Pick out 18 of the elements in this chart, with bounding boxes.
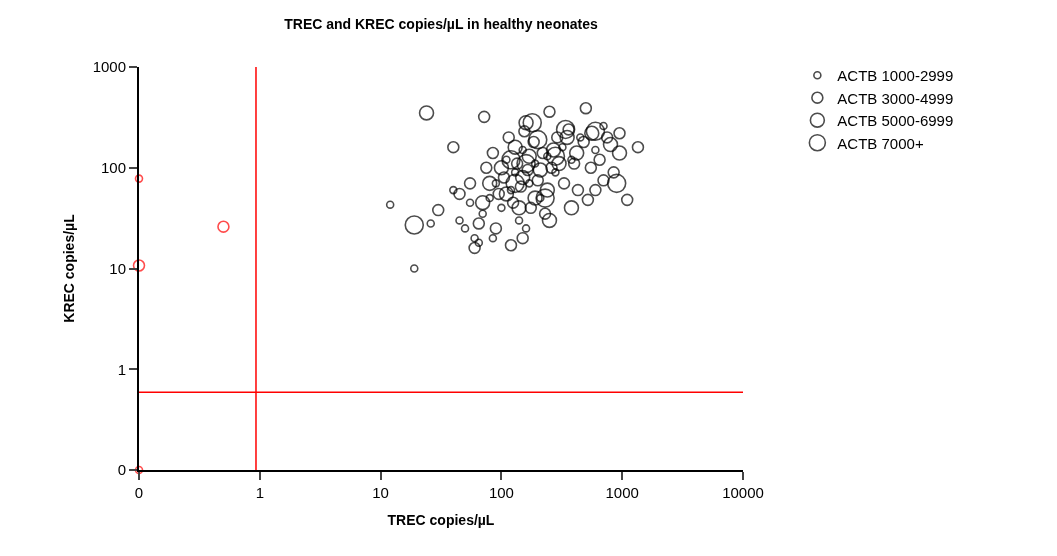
x-tick-label: 1000	[605, 484, 639, 501]
y-tick-label: 100	[100, 159, 126, 176]
chart-title: TREC and KREC copies/µL in healthy neonates	[284, 16, 598, 33]
y-tick-label: 10	[109, 259, 126, 277]
y-axis-title: KREC copies/µL	[60, 213, 77, 323]
legend-label: ACTB 3000-4999	[837, 89, 954, 107]
legend-label: ACTB 1000-2999	[837, 67, 954, 85]
legend-label: ACTB 7000+	[837, 134, 924, 152]
x-tick-label: 1	[255, 484, 264, 501]
y-tick-label: 1000	[92, 58, 126, 76]
x-tick-label: 0	[134, 484, 144, 501]
x-tick-label: 10000	[722, 484, 764, 501]
y-tick-label: 0	[117, 461, 126, 479]
x-tick-label: 10	[372, 484, 389, 501]
legend-label: ACTB 5000-6999	[837, 112, 954, 130]
y-tick-label: 1	[117, 360, 126, 378]
x-axis-title: TREC copies/µL	[387, 511, 495, 528]
x-tick-label: 100	[488, 484, 514, 501]
